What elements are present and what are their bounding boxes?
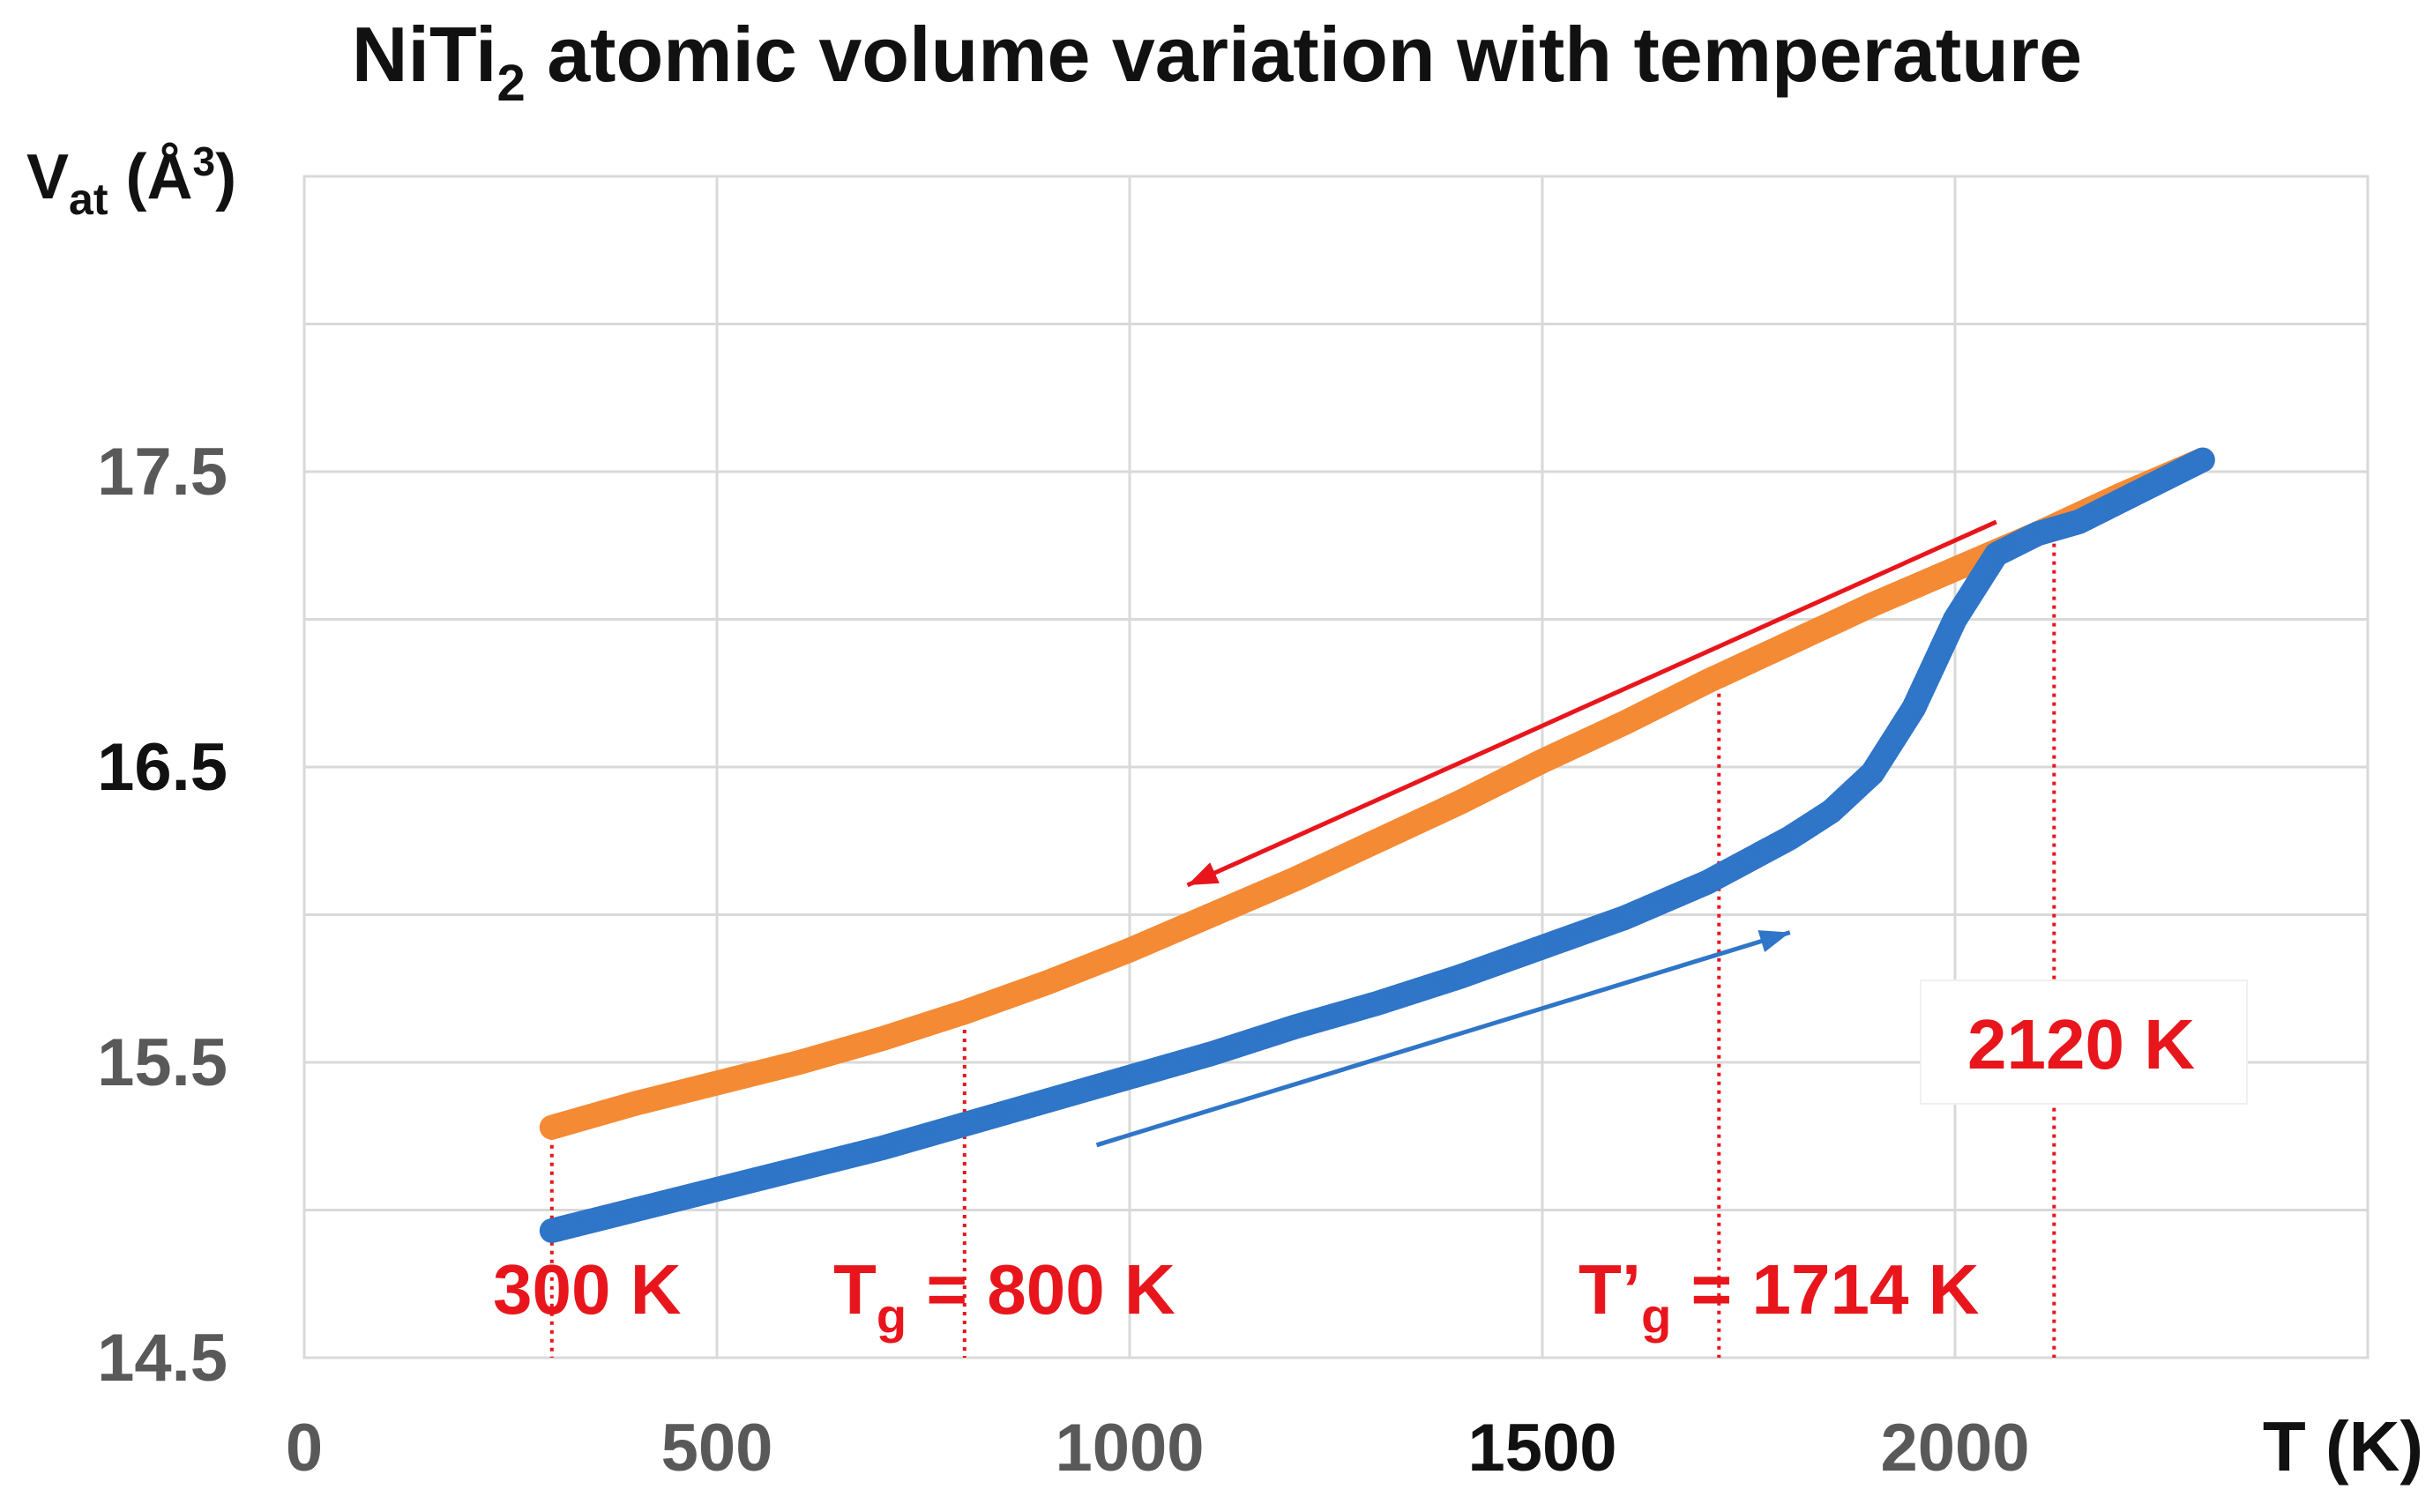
x-tick-label: 500	[661, 1411, 773, 1486]
label-300k: 300 K	[493, 1250, 682, 1329]
chart-title: NiTi2 atomic volume variation with tempe…	[352, 11, 2082, 112]
x-tick-label: 2000	[1880, 1411, 2029, 1486]
cooling-arrow-head	[1187, 862, 1220, 885]
x-axis-label: T (K)	[2263, 1407, 2423, 1486]
reference-labels: 300 K Tg = 800 K T’g = 1714 K 2120 K	[493, 979, 2248, 1344]
point-heating	[2190, 447, 2215, 473]
data-series	[539, 447, 2215, 1243]
x-tick-label: 0	[286, 1411, 323, 1486]
y-tick-label: 14.5	[97, 1321, 228, 1396]
cooling-arrow-shaft	[1186, 519, 1997, 888]
label-tg-prime: T’g = 1714 K	[1578, 1250, 1980, 1344]
heating-arrow-shaft	[1095, 930, 1791, 1148]
label-2120k: 2120 K	[1967, 1005, 2195, 1084]
label-box-2120	[1920, 979, 2248, 1105]
x-tick-label: 1500	[1467, 1411, 1616, 1486]
y-tick-label: 17.5	[97, 435, 228, 510]
x-tick-label: 1000	[1055, 1411, 1204, 1486]
y-tick-label: 15.5	[97, 1025, 228, 1100]
label-tg: Tg = 800 K	[833, 1250, 1175, 1344]
heating-arrow-head	[1758, 930, 1790, 952]
tick-labels: 0 500 1000 1500 2000 14.5 15.5 16.5 17.5	[97, 435, 2029, 1486]
y-axis-label: Vat (Å3)	[26, 138, 236, 224]
series-heating	[539, 447, 2215, 1243]
y-tick-label: 16.5	[97, 730, 228, 805]
arrows	[1095, 519, 1997, 1148]
